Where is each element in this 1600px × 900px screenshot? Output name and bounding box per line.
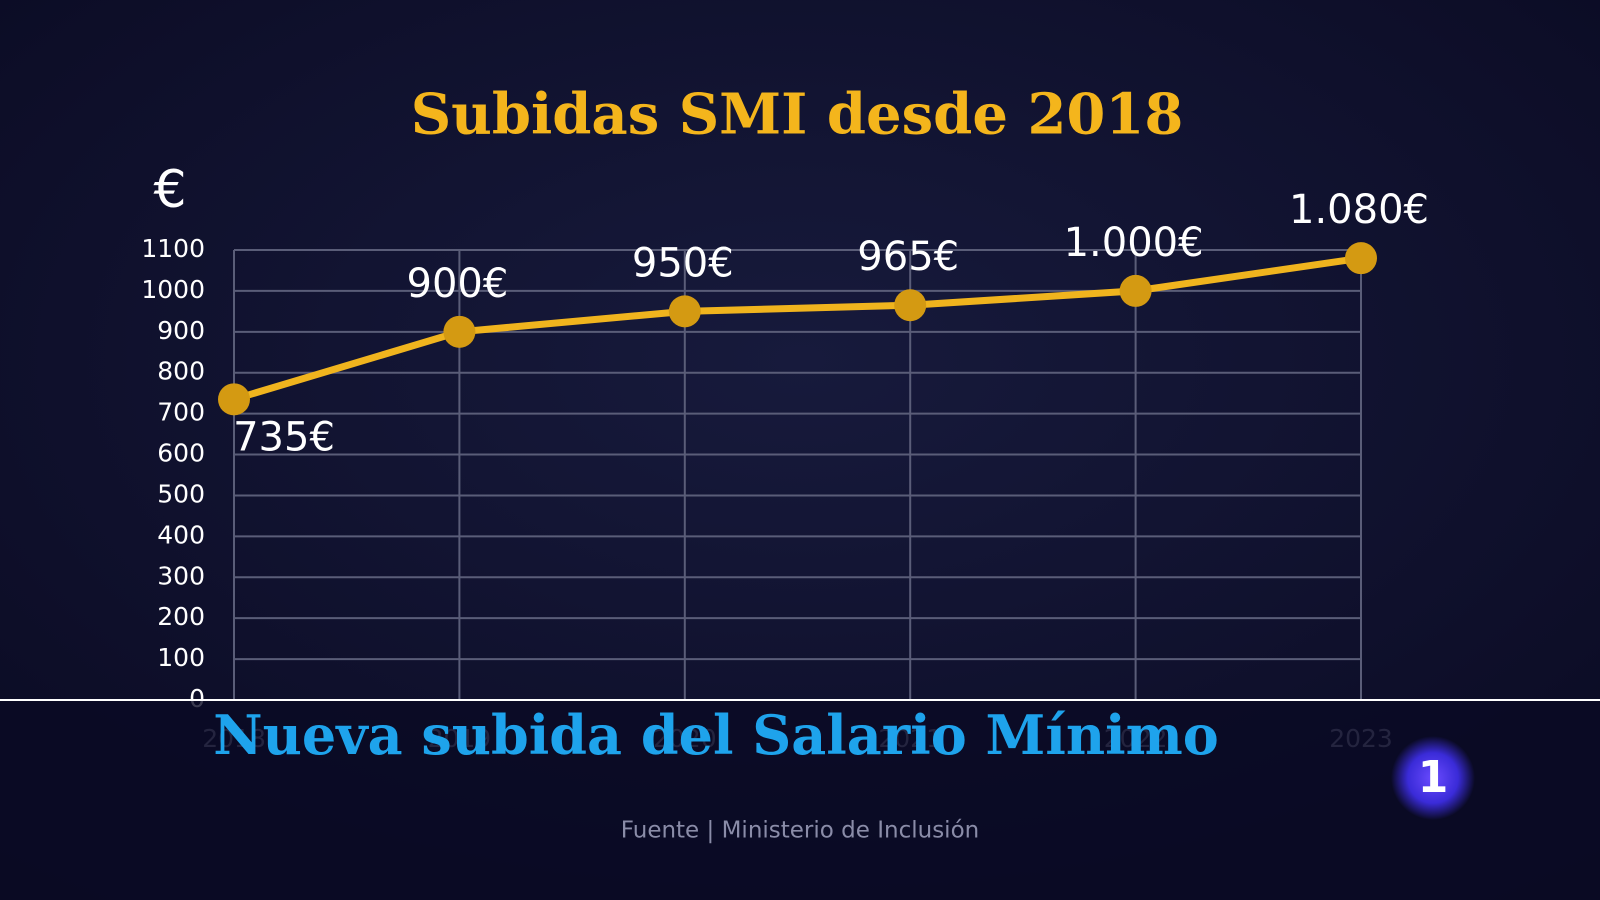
value-label: 735€: [233, 414, 335, 460]
logo-glow: [1391, 736, 1475, 820]
caption: Nueva subida del Salario Mínimo: [213, 703, 1219, 767]
marker: [1345, 242, 1377, 275]
y-tick-label: 100: [157, 643, 205, 672]
line: [232, 254, 1362, 403]
y-tick-label: 600: [157, 439, 205, 468]
y-tick-label: 200: [157, 602, 205, 631]
y-tick-label: 900: [157, 316, 205, 345]
logo: 1: [1418, 752, 1449, 803]
y-tick-label: 300: [157, 561, 205, 590]
value-label: 950€: [632, 240, 734, 286]
value-label: 1.080€: [1289, 187, 1429, 233]
source: Fuente | Ministerio de Inclusión: [621, 818, 979, 844]
marker: [218, 383, 250, 416]
caption-band: [0, 700, 1600, 900]
marker: [894, 289, 927, 322]
value-label: 900€: [407, 261, 509, 307]
y-tick-label: 1100: [141, 234, 205, 263]
marker: [668, 295, 701, 328]
y-axis-label: €: [153, 160, 186, 220]
value-label: 965€: [857, 234, 959, 280]
y-tick-label: 400: [157, 520, 205, 549]
marker: [1119, 274, 1152, 307]
value-label: 1.000€: [1064, 220, 1204, 266]
chart-title: Subidas SMI desde 2018: [411, 82, 1184, 148]
y-tick-label: 500: [157, 479, 205, 508]
y-tick-label: 1000: [141, 275, 205, 304]
y-tick-label: 700: [157, 398, 205, 427]
marker: [443, 315, 476, 348]
y-tick-label: 800: [157, 357, 205, 386]
